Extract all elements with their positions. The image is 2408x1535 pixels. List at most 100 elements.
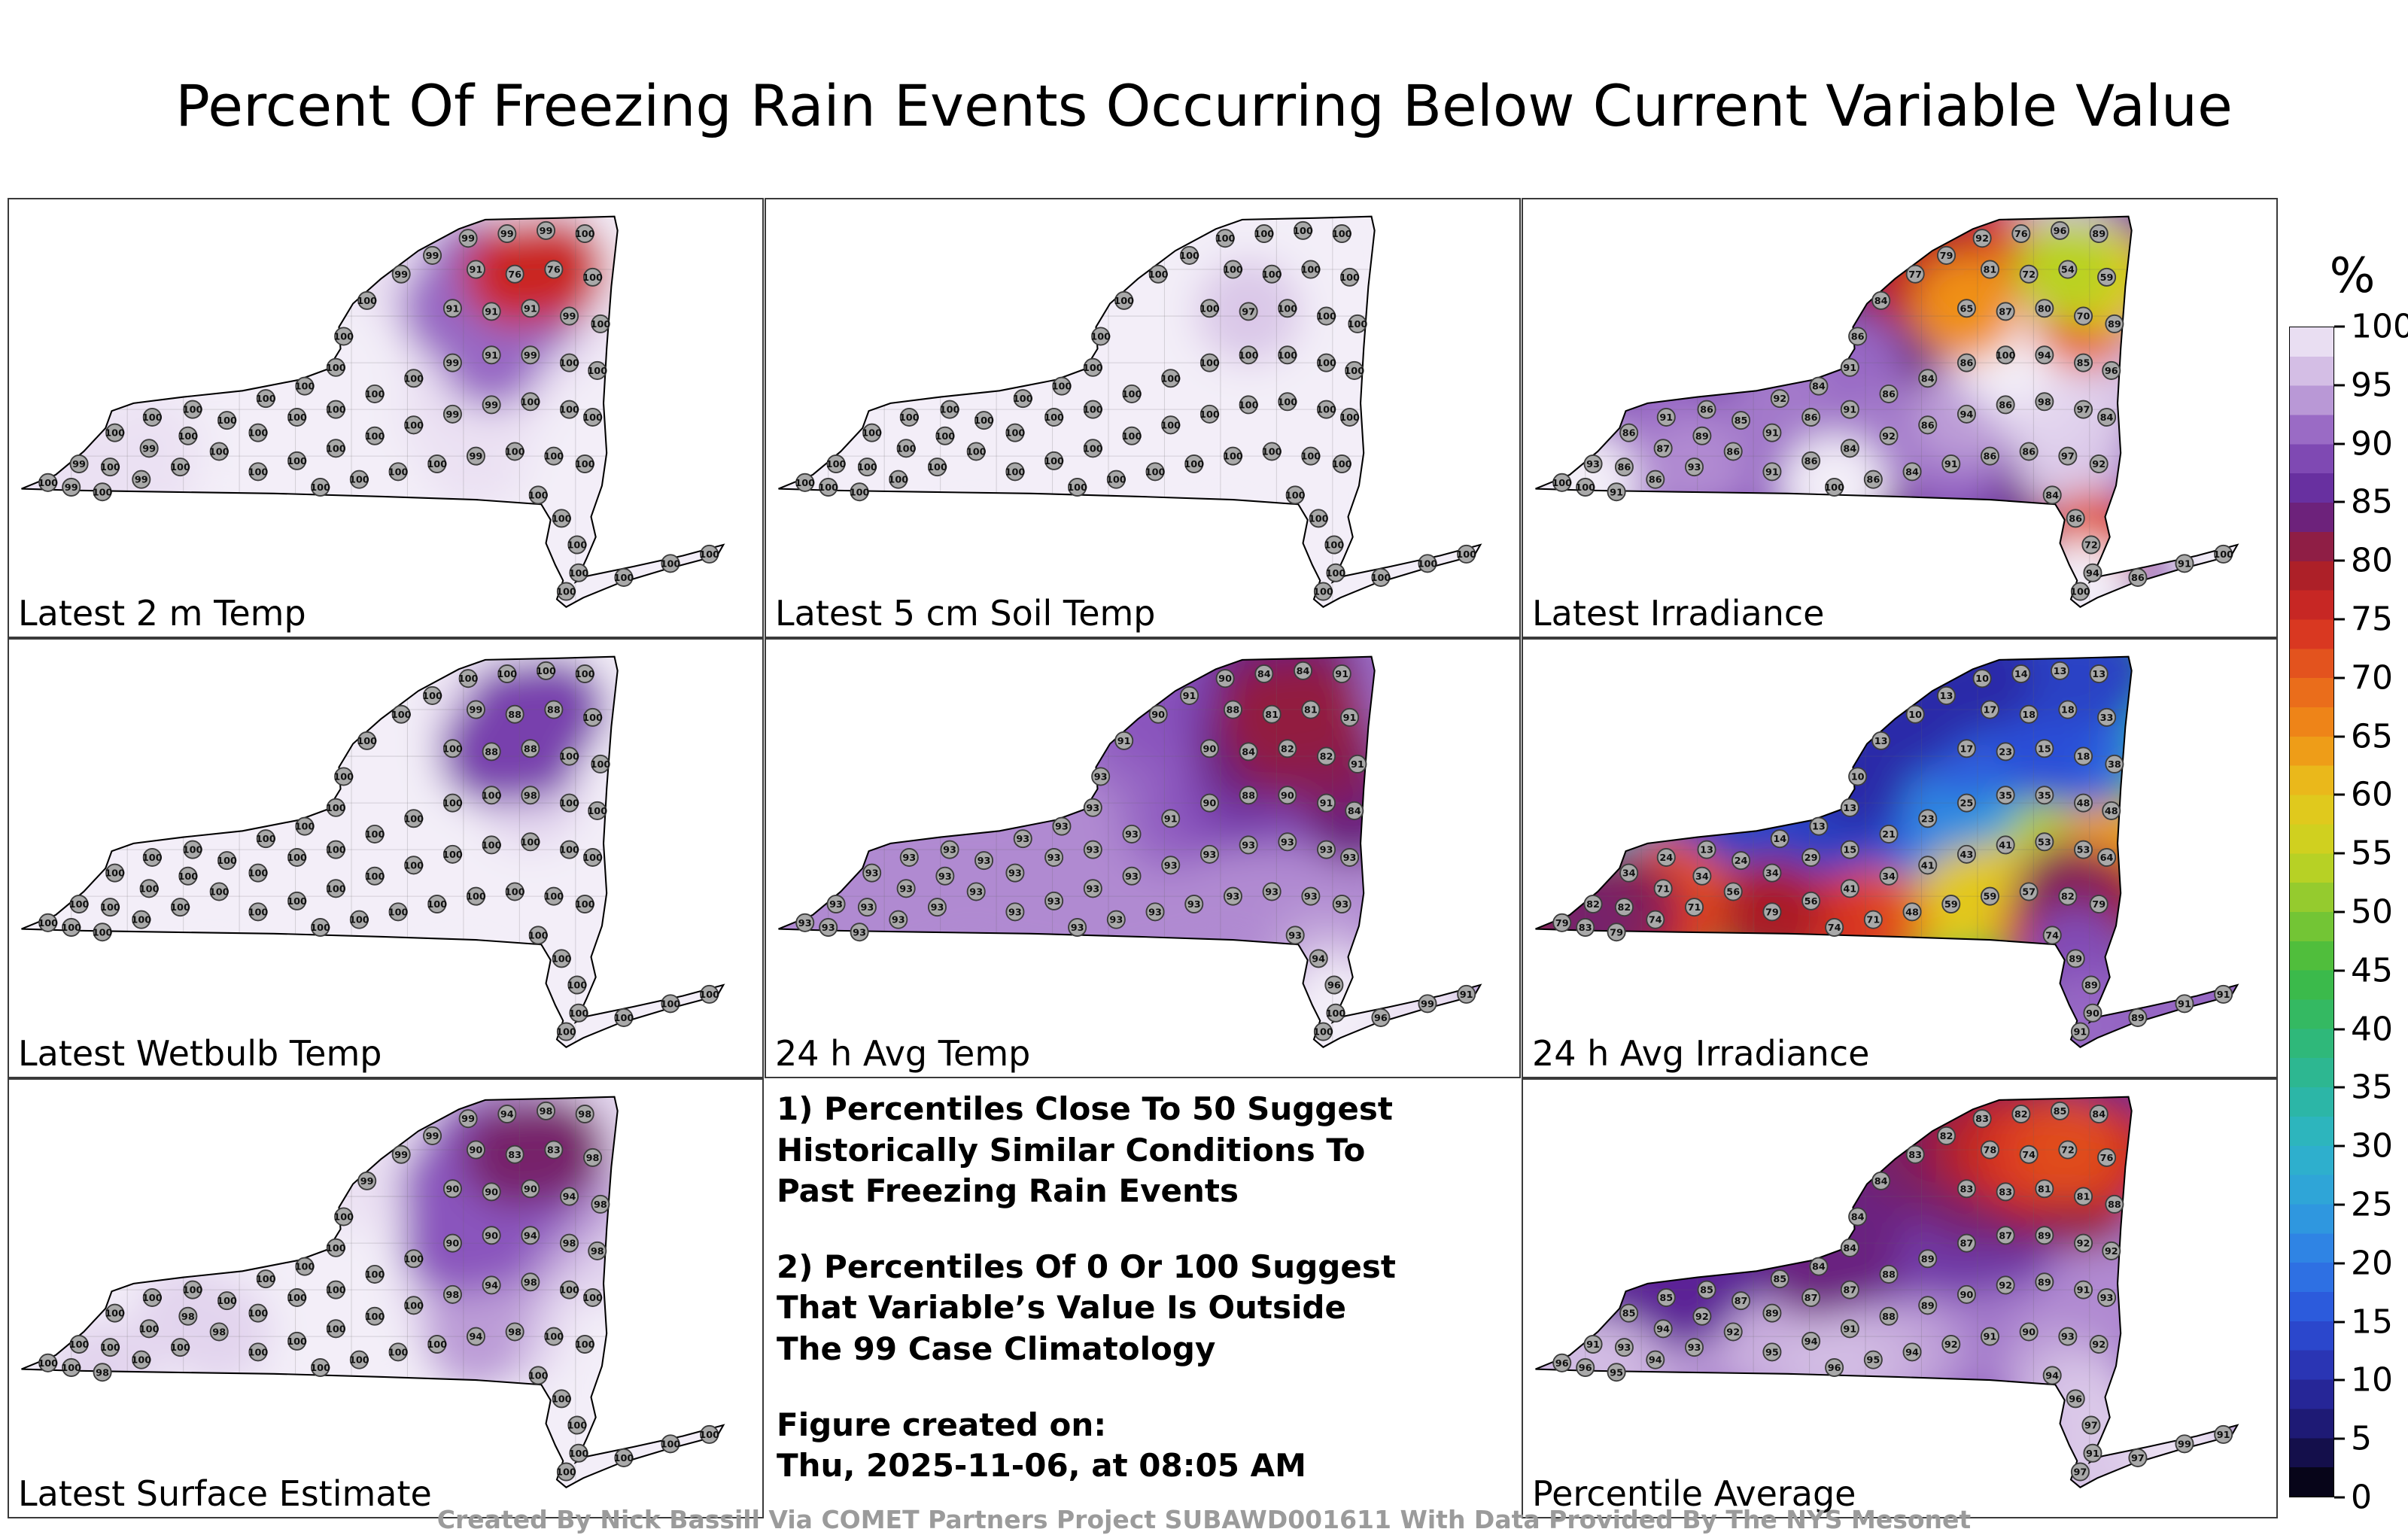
station-marker: 88 xyxy=(1239,786,1258,805)
station-marker: 88 xyxy=(1879,1264,1899,1284)
map-panel-latest-2m-temp: 100 99 100 100 100 99 100 99 100 100 100 99 100 100 10… xyxy=(8,198,764,638)
station-marker: 97 xyxy=(2058,446,2078,466)
station-marker: 95 xyxy=(1607,1363,1626,1382)
svg-text:100: 100 xyxy=(1316,405,1336,416)
svg-text:100: 100 xyxy=(139,883,160,895)
colorbar-tick-mark xyxy=(2334,1262,2345,1265)
station-marker: 88 xyxy=(1879,1306,1899,1326)
station-marker: 100 xyxy=(818,477,838,497)
station-marker: 82 xyxy=(1937,1126,1956,1145)
station-marker: 91 xyxy=(521,299,540,318)
svg-text:93: 93 xyxy=(1086,845,1099,856)
station-marker: 13 xyxy=(1809,816,1829,836)
svg-text:85: 85 xyxy=(1622,1309,1636,1320)
svg-text:99: 99 xyxy=(470,705,483,716)
station-marker: 100 xyxy=(661,994,680,1014)
station-marker: 41 xyxy=(1996,835,2015,855)
svg-text:79: 79 xyxy=(1940,251,1953,262)
station-marker: 100 xyxy=(556,1462,576,1482)
svg-text:95: 95 xyxy=(1610,1367,1623,1378)
station-marker: 100 xyxy=(1326,563,1345,582)
svg-text:93: 93 xyxy=(2100,1293,2114,1304)
colorbar-tick-mark xyxy=(2334,325,2345,328)
station-marker: 100 xyxy=(614,567,634,587)
station-marker: 43 xyxy=(1956,844,1976,864)
station-marker: 34 xyxy=(1762,863,1782,883)
station-marker: 100 xyxy=(661,554,680,573)
svg-text:23: 23 xyxy=(1999,746,2012,758)
station-marker: 87 xyxy=(1653,439,1673,458)
station-marker: 100 xyxy=(209,442,230,461)
svg-text:100: 100 xyxy=(142,853,163,864)
svg-text:41: 41 xyxy=(1921,860,1935,871)
station-marker: 99 xyxy=(1418,994,1437,1014)
station-marker: 97 xyxy=(2128,1448,2148,1467)
station-marker: 98 xyxy=(93,1363,112,1382)
station-marker: 84 xyxy=(1871,1171,1891,1190)
station-marker: 94 xyxy=(482,1275,501,1295)
svg-text:100: 100 xyxy=(217,1296,237,1307)
svg-text:86: 86 xyxy=(1804,412,1818,424)
station-marker: 100 xyxy=(391,704,412,724)
station-marker: 98 xyxy=(560,1233,579,1253)
station-marker: 89 xyxy=(1918,1249,1938,1269)
svg-text:100: 100 xyxy=(427,459,447,470)
station-marker: 100 xyxy=(1160,415,1181,435)
svg-text:90: 90 xyxy=(1281,790,1294,801)
station-marker: 98 xyxy=(209,1322,229,1342)
station-marker: 92 xyxy=(2102,1241,2121,1260)
station-marker: 100 xyxy=(935,426,955,445)
svg-text:99: 99 xyxy=(426,251,439,262)
svg-text:81: 81 xyxy=(2038,1184,2051,1195)
svg-text:87: 87 xyxy=(1999,1230,2012,1242)
station-marker: 84 xyxy=(1809,376,1829,396)
station-marker: 94 xyxy=(521,1226,540,1245)
station-marker: 100 xyxy=(38,1353,58,1372)
station-marker: 100 xyxy=(183,400,203,419)
station-marker: 100 xyxy=(388,1342,409,1362)
colorbar-tick-mark xyxy=(2334,442,2345,445)
station-marker: 100 xyxy=(442,793,463,813)
svg-text:100: 100 xyxy=(505,887,525,898)
svg-text:100: 100 xyxy=(427,899,447,910)
station-marker: 100 xyxy=(1005,462,1026,482)
svg-text:100: 100 xyxy=(559,798,579,810)
svg-text:100: 100 xyxy=(1005,467,1026,478)
svg-text:100: 100 xyxy=(388,1347,409,1358)
station-marker: 90 xyxy=(521,1179,540,1199)
station-marker: 100 xyxy=(310,1357,330,1378)
svg-text:99: 99 xyxy=(394,1150,408,1161)
svg-text:100: 100 xyxy=(403,813,424,825)
station-marker: 100 xyxy=(1215,229,1236,248)
svg-text:100: 100 xyxy=(403,1254,424,1265)
svg-text:84: 84 xyxy=(1843,443,1856,454)
svg-text:100: 100 xyxy=(1254,229,1274,240)
svg-text:99: 99 xyxy=(65,482,78,494)
svg-text:85: 85 xyxy=(1735,415,1748,427)
svg-text:86: 86 xyxy=(2069,513,2082,524)
station-marker: 24 xyxy=(1656,847,1676,867)
svg-text:91: 91 xyxy=(1659,412,1673,424)
svg-text:100: 100 xyxy=(170,1342,190,1354)
station-marker: 100 xyxy=(1199,404,1220,424)
station-marker: 13 xyxy=(1937,685,1956,705)
station-marker: 100 xyxy=(427,894,447,914)
station-marker: 90 xyxy=(1199,793,1219,813)
station-marker: 97 xyxy=(2081,1415,2101,1435)
station-marker: 100 xyxy=(556,582,576,601)
svg-text:100: 100 xyxy=(1575,482,1595,494)
svg-text:100: 100 xyxy=(536,666,556,677)
station-marker: 100 xyxy=(974,411,994,430)
svg-text:92: 92 xyxy=(1882,431,1896,442)
station-marker: 100 xyxy=(1293,220,1313,240)
station-marker: 100 xyxy=(466,886,486,906)
station-marker: 83 xyxy=(1972,1109,1992,1129)
svg-text:91: 91 xyxy=(1183,691,1196,702)
svg-text:18: 18 xyxy=(2077,752,2090,763)
station-marker: 100 xyxy=(403,856,424,875)
svg-text:74: 74 xyxy=(1828,923,1841,934)
station-marker: 91 xyxy=(1607,482,1626,502)
colorbar-tick-mark xyxy=(2334,735,2345,738)
svg-text:100: 100 xyxy=(505,447,525,458)
station-marker: 100 xyxy=(569,1443,588,1463)
